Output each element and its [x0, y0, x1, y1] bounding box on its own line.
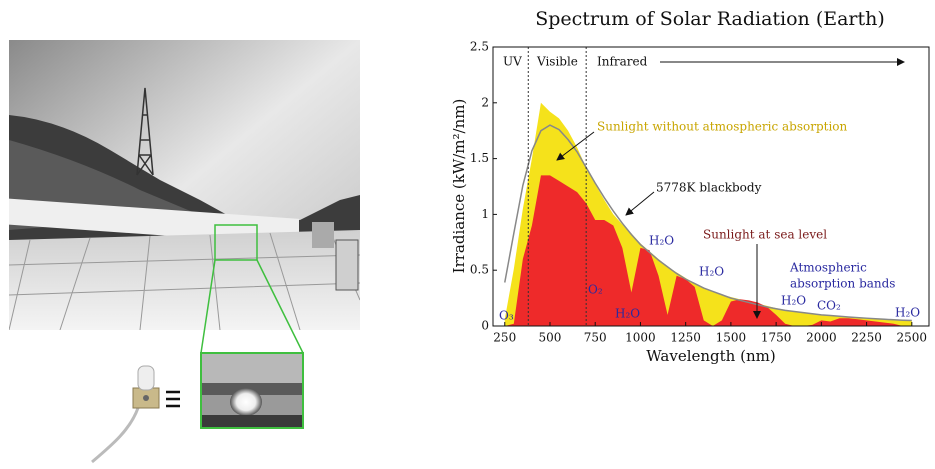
absorption-label: Atmospheric	[789, 261, 867, 275]
x-tick-label: 1000	[625, 331, 656, 345]
molecule-label: H₂O	[895, 306, 920, 320]
equivalence-sign	[166, 392, 180, 406]
x-tick-label: 1750	[761, 331, 792, 345]
x-tick-label: 500	[539, 331, 562, 345]
x-tick-label: 2500	[897, 331, 928, 345]
arrow	[626, 192, 654, 215]
x-tick-label: 250	[493, 331, 516, 345]
y-tick-label: 0	[481, 319, 489, 333]
y-tick-label: 2.5	[470, 40, 489, 54]
x-tick-label: 1250	[670, 331, 701, 345]
molecule-label: CO₂	[817, 299, 841, 313]
photo	[9, 40, 360, 330]
region-label: Infrared	[597, 55, 648, 69]
figure: Spectrum of Solar Radiation (Earth) Wave…	[0, 0, 935, 469]
series-label: 5778K blackbody	[656, 181, 762, 195]
series-label: Sunlight without atmospheric absorption	[597, 120, 848, 134]
molecule-label: O₂	[588, 283, 603, 297]
region-label: Visible	[536, 55, 578, 69]
chart-title: Spectrum of Solar Radiation (Earth)	[535, 8, 885, 30]
series-label: Sunlight at sea level	[703, 228, 827, 242]
y-axis-label: Irradiance (kW/m²/nm)	[450, 99, 468, 274]
molecule-label: H₂O	[781, 294, 806, 308]
molecule-label: H₂O	[649, 234, 674, 248]
y-tick-label: 1.5	[470, 151, 489, 165]
x-tick-label: 1500	[716, 331, 747, 345]
molecule-label: O₃	[499, 309, 514, 323]
x-tick-label: 2250	[851, 331, 882, 345]
lamp-icon	[92, 366, 159, 462]
x-axis-label: Wavelength (nm)	[646, 347, 775, 365]
molecule-label: H₂O	[699, 265, 724, 279]
region-label: UV	[503, 55, 522, 69]
absorption-label: absorption bands	[790, 277, 895, 291]
molecule-label: H₂O	[615, 307, 640, 321]
y-tick-label: 1	[481, 207, 489, 221]
x-tick-label: 2000	[806, 331, 837, 345]
y-tick-label: 2	[481, 95, 489, 109]
x-tick-label: 750	[584, 331, 607, 345]
zoom-view	[201, 353, 303, 428]
y-tick-label: 0.5	[470, 263, 489, 277]
